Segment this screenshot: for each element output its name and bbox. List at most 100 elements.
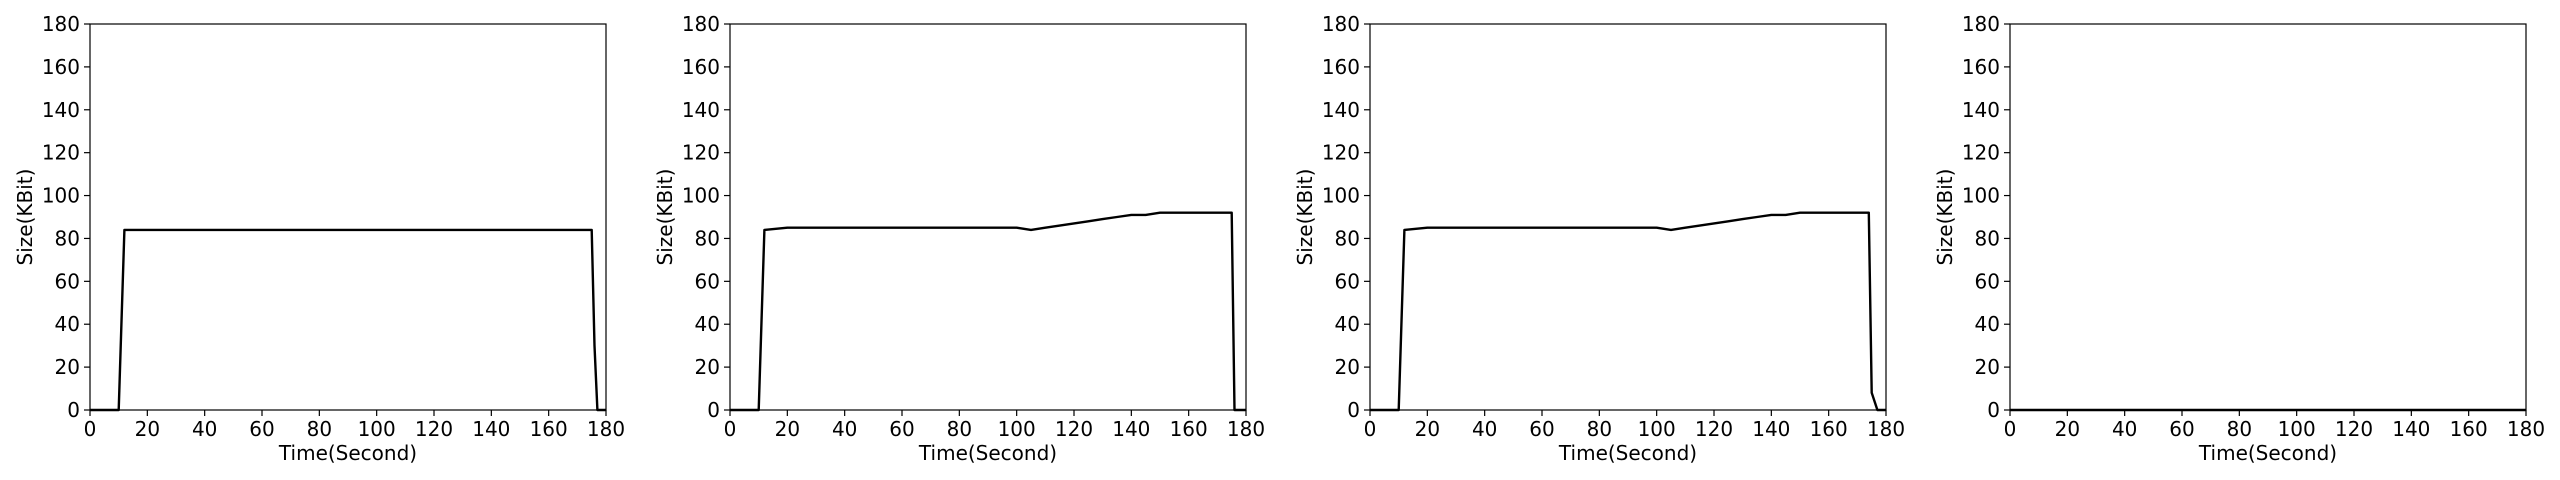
x-tick-label: 160 bbox=[2450, 417, 2488, 441]
y-tick-label: 140 bbox=[1962, 98, 2000, 122]
y-tick-label: 120 bbox=[42, 141, 80, 165]
x-tick-label: 100 bbox=[358, 417, 396, 441]
y-tick-label: 160 bbox=[1962, 55, 2000, 79]
y-tick-label: 120 bbox=[1962, 141, 2000, 165]
x-tick-label: 60 bbox=[1529, 417, 1554, 441]
y-tick-label: 80 bbox=[1975, 226, 2000, 250]
x-tick-label: 160 bbox=[1170, 417, 1208, 441]
y-tick-label: 20 bbox=[55, 355, 80, 379]
x-tick-label: 80 bbox=[2227, 417, 2252, 441]
y-tick-label: 40 bbox=[695, 312, 720, 336]
x-tick-label: 140 bbox=[472, 417, 510, 441]
x-tick-label: 20 bbox=[135, 417, 160, 441]
y-tick-label: 0 bbox=[67, 398, 80, 422]
x-tick-label: 140 bbox=[2392, 417, 2430, 441]
x-axis-label: Time(Second) bbox=[278, 441, 417, 465]
series-line-1 bbox=[90, 228, 606, 412]
y-tick-label: 100 bbox=[1322, 184, 1360, 208]
plot-frame bbox=[89, 23, 607, 411]
x-tick-label: 0 bbox=[84, 417, 97, 441]
y-tick-label: 80 bbox=[55, 226, 80, 250]
x-tick-label: 40 bbox=[192, 417, 217, 441]
x-tick-label: 0 bbox=[2004, 417, 2017, 441]
y-tick-label: 160 bbox=[682, 55, 720, 79]
y-tick-label: 40 bbox=[1975, 312, 2000, 336]
x-tick-label: 140 bbox=[1752, 417, 1790, 441]
x-tick-label: 180 bbox=[1867, 417, 1905, 441]
chart-panel-2: 0 20 40 60 80 100 120 140 160 180 0 20 40 60 80 100 120 1… bbox=[653, 12, 1265, 465]
y-tick-label: 20 bbox=[695, 355, 720, 379]
y-tick-label: 20 bbox=[1975, 355, 2000, 379]
x-tick-label: 160 bbox=[530, 417, 568, 441]
y-tick-label: 80 bbox=[695, 226, 720, 250]
y-tick-label: 100 bbox=[682, 184, 720, 208]
x-tick-label: 100 bbox=[1638, 417, 1676, 441]
x-tick-label: 180 bbox=[587, 417, 625, 441]
y-axis-label: Size(KBit) bbox=[13, 169, 37, 266]
x-axis-label: Time(Second) bbox=[2198, 441, 2337, 465]
y-tick-label: 180 bbox=[42, 12, 80, 36]
x-tick-label: 40 bbox=[2112, 417, 2137, 441]
y-tick-label: 20 bbox=[1335, 355, 1360, 379]
x-tick-label: 120 bbox=[2335, 417, 2373, 441]
y-tick-label: 120 bbox=[1322, 141, 1360, 165]
y-tick-label: 160 bbox=[42, 55, 80, 79]
x-tick-label: 120 bbox=[1055, 417, 1093, 441]
y-tick-label: 100 bbox=[42, 184, 80, 208]
chart-panel-3: 0 20 40 60 80 100 120 140 160 180 0 20 40 60 80 100 120 1… bbox=[1293, 12, 1905, 465]
x-tick-label: 0 bbox=[724, 417, 737, 441]
x-axis-label: Time(Second) bbox=[1558, 441, 1697, 465]
y-tick-label: 60 bbox=[1975, 269, 2000, 293]
y-tick-label: 80 bbox=[1335, 226, 1360, 250]
x-tick-label: 80 bbox=[947, 417, 972, 441]
y-tick-label: 140 bbox=[1322, 98, 1360, 122]
y-tick-label: 180 bbox=[682, 12, 720, 36]
y-axis-label: Size(KBit) bbox=[653, 169, 677, 266]
y-tick-label: 120 bbox=[682, 141, 720, 165]
y-tick-label: 160 bbox=[1322, 55, 1360, 79]
x-tick-label: 60 bbox=[2169, 417, 2194, 441]
x-tick-label: 160 bbox=[1810, 417, 1848, 441]
y-tick-label: 40 bbox=[1335, 312, 1360, 336]
x-tick-label: 20 bbox=[2055, 417, 2080, 441]
y-tick-label: 180 bbox=[1962, 12, 2000, 36]
y-tick-label: 140 bbox=[682, 98, 720, 122]
y-tick-label: 60 bbox=[695, 269, 720, 293]
y-tick-label: 60 bbox=[55, 269, 80, 293]
y-tick-label: 140 bbox=[42, 98, 80, 122]
x-tick-label: 100 bbox=[998, 417, 1036, 441]
x-tick-label: 180 bbox=[1227, 417, 1265, 441]
y-tick-label: 60 bbox=[1335, 269, 1360, 293]
x-tick-label: 20 bbox=[775, 417, 800, 441]
x-tick-label: 20 bbox=[1415, 417, 1440, 441]
y-tick-label: 100 bbox=[1962, 184, 2000, 208]
x-tick-label: 80 bbox=[307, 417, 332, 441]
y-tick-label: 40 bbox=[55, 312, 80, 336]
plot-frame bbox=[1369, 23, 1887, 411]
x-tick-label: 120 bbox=[1695, 417, 1733, 441]
chart-panel-1: 0 20 40 60 80 100 120 140 160 180 0 20 40 60 80 100 120 1… bbox=[13, 12, 625, 465]
y-tick-label: 0 bbox=[1347, 398, 1360, 422]
x-tick-label: 140 bbox=[1112, 417, 1150, 441]
y-tick-label: 180 bbox=[1322, 12, 1360, 36]
series-line-1 bbox=[1370, 211, 1886, 412]
y-axis-label: Size(KBit) bbox=[1933, 169, 1957, 266]
x-tick-label: 180 bbox=[2507, 417, 2545, 441]
series-line-1 bbox=[730, 211, 1246, 412]
y-tick-label: 0 bbox=[707, 398, 720, 422]
y-tick-label: 0 bbox=[1987, 398, 2000, 422]
plot-frame bbox=[729, 23, 1247, 411]
x-tick-label: 0 bbox=[1364, 417, 1377, 441]
x-tick-label: 100 bbox=[2278, 417, 2316, 441]
x-tick-label: 80 bbox=[1587, 417, 1612, 441]
y-axis-label: Size(KBit) bbox=[1293, 169, 1317, 266]
x-tick-label: 40 bbox=[1472, 417, 1497, 441]
x-tick-label: 120 bbox=[415, 417, 453, 441]
x-tick-label: 60 bbox=[889, 417, 914, 441]
chart-panel-4: 0 20 40 60 80 100 120 140 160 180 0 20 40 60 80 100 120 1… bbox=[1933, 12, 2545, 465]
x-tick-label: 60 bbox=[249, 417, 274, 441]
x-axis-label: Time(Second) bbox=[918, 441, 1057, 465]
x-tick-label: 40 bbox=[832, 417, 857, 441]
